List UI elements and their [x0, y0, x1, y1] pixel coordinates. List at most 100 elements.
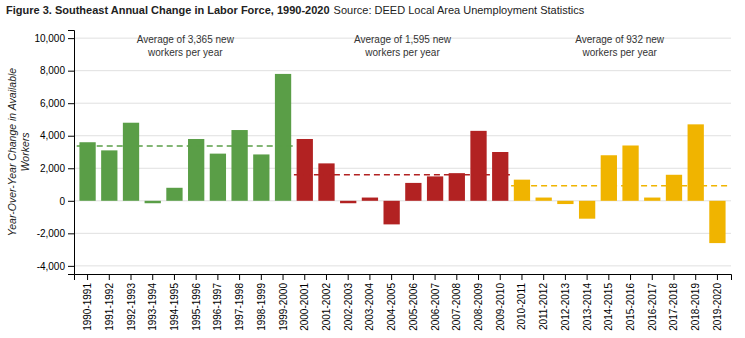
x-tick: 2002-2003 — [343, 274, 354, 331]
average-line — [294, 174, 511, 176]
y-axis-label-line: Year-Over-Year Change in Available — [6, 68, 18, 236]
bar — [709, 201, 725, 243]
annotation: Average of 1,595 new workers per year — [354, 34, 452, 58]
y-tick: 8,000 — [40, 65, 74, 76]
x-tick: 2006-2007 — [430, 274, 441, 331]
bar — [383, 201, 399, 225]
x-tick-mark — [391, 274, 392, 280]
grid-line — [74, 233, 731, 234]
bar — [362, 198, 378, 201]
annotation-line: workers per year — [364, 47, 440, 58]
x-tick-label: 1994-1995 — [169, 283, 180, 331]
bar — [622, 145, 638, 200]
x-tick-label: 2003-2004 — [364, 283, 375, 331]
x-tick-mark — [695, 274, 696, 280]
x-tick: 2001-2002 — [321, 274, 332, 331]
x-tick: 1995-1996 — [191, 274, 202, 331]
x-tick-label: 1997-1998 — [234, 283, 245, 331]
y-tick-label: -4,000 — [37, 261, 66, 272]
y-axis-label-line: Workers — [19, 132, 31, 172]
x-tick-mark — [413, 274, 414, 280]
x-tick-mark — [587, 274, 588, 280]
bar — [688, 124, 704, 200]
y-tick-label: 6,000 — [40, 98, 65, 109]
x-tick: 2016-2017 — [647, 274, 658, 331]
x-tick: 1994-1995 — [169, 274, 180, 331]
y-tick-label: 0 — [59, 196, 65, 207]
x-tick: 2004-2005 — [386, 274, 397, 331]
grid-line — [74, 135, 731, 136]
grid — [74, 38, 731, 266]
x-tick-mark — [369, 274, 370, 280]
bar — [427, 176, 443, 200]
x-tick-label: 1996-1997 — [212, 283, 223, 331]
x-tick: 1990-1991 — [82, 274, 93, 331]
bar — [145, 201, 161, 203]
grid-line — [74, 70, 731, 71]
annotation-line: workers per year — [581, 47, 657, 58]
bar — [340, 201, 356, 203]
x-tick-mark — [304, 274, 305, 280]
x-tick-label: 2018-2019 — [690, 283, 701, 331]
x-tick-label: 2019-2020 — [712, 283, 723, 331]
title: Figure 3. Southeast Annual Change in Lab… — [6, 4, 330, 16]
bar — [101, 150, 117, 200]
annotation: Average of 932 newworkers per year — [575, 34, 665, 58]
y-tick-mark — [68, 103, 74, 104]
x-tick-mark — [630, 274, 631, 280]
x-tick-label: 2001-2002 — [321, 283, 332, 331]
x-tick: 1991-1992 — [104, 274, 115, 331]
x-tick-mark — [652, 274, 653, 280]
annotation-line: Average of 1,595 new — [354, 34, 452, 45]
y-axis-line — [68, 31, 75, 275]
x-tick-label: 1991-1992 — [104, 283, 115, 331]
x-tick-mark — [283, 274, 284, 280]
bar — [644, 198, 660, 201]
y-tick-label: 8,000 — [40, 65, 65, 76]
x-tick: 1992-1993 — [126, 274, 137, 331]
x-tick-mark — [261, 274, 262, 280]
x-tick-mark — [87, 274, 88, 280]
y-tick-label: 10,000 — [34, 33, 65, 44]
x-tick-label: 2008-2009 — [473, 283, 484, 331]
y-tick-label: 4,000 — [40, 130, 65, 141]
y-tick-mark — [68, 201, 74, 202]
y-tick: -4,000 — [37, 261, 74, 272]
x-tick-mark — [565, 274, 566, 280]
y-tick-mark — [68, 136, 74, 137]
x-tick-mark — [217, 274, 218, 280]
x-tick: 2005-2006 — [408, 274, 419, 331]
x-tick-mark — [131, 274, 132, 280]
bar — [166, 188, 182, 201]
annotations: Average of 3,365 newworkers per yearAver… — [137, 34, 665, 58]
bar — [514, 180, 530, 201]
x-tick-label: 1999-2000 — [278, 283, 289, 331]
x-tick-label: 2000-2001 — [299, 283, 310, 331]
x-tick-mark — [152, 274, 153, 280]
x-tick: 1999-2000 — [278, 274, 289, 331]
x-axis-line — [75, 275, 732, 281]
x-tick: 2008-2009 — [473, 274, 484, 331]
annotation-line: workers per year — [147, 47, 223, 58]
bar — [449, 173, 465, 201]
bar — [297, 139, 313, 201]
x-tick-label: 2005-2006 — [408, 283, 419, 331]
bar — [536, 198, 552, 201]
x-tick: 2011-2012 — [538, 274, 549, 330]
annotation-line: Average of 3,365 new — [137, 34, 235, 45]
y-tick: 2,000 — [40, 163, 74, 174]
x-tick-label: 2012-2013 — [560, 283, 571, 331]
annotation: Average of 3,365 new workers per year — [137, 34, 235, 58]
bar — [579, 201, 595, 219]
x-axis: 1990-19911991-19921992-19931993-19941994… — [75, 274, 732, 331]
chart: Figure 3. Southeast Annual Change in Lab… — [0, 0, 745, 338]
x-tick: 2014-2015 — [603, 274, 614, 331]
bar — [601, 155, 617, 201]
x-tick-label: 1998-1999 — [256, 283, 267, 331]
x-tick-mark — [608, 274, 609, 280]
bar — [188, 139, 204, 201]
x-tick: 2012-2013 — [560, 274, 571, 331]
x-tick-label: 1995-1996 — [191, 283, 202, 331]
x-tick-label: 2004-2005 — [386, 283, 397, 331]
x-tick-mark — [109, 274, 110, 280]
